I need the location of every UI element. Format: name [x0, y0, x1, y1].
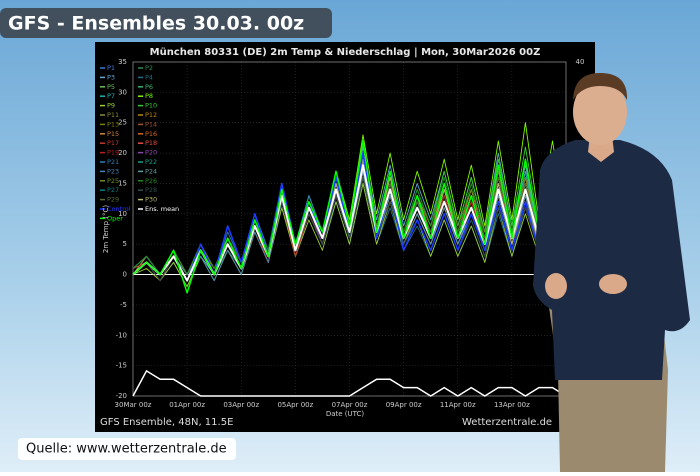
legend-label: P1	[107, 64, 115, 72]
y-tick-label: -20	[116, 392, 127, 400]
legend-label: P19	[107, 149, 119, 157]
legend-label: Control	[107, 205, 131, 213]
footer-right: Wetterzentrale.de	[462, 417, 552, 428]
x-tick-label: 13Apr 00z	[494, 401, 530, 409]
legend-label: Oper	[107, 214, 123, 222]
legend-label: P30	[145, 196, 157, 204]
series-line	[132, 140, 567, 294]
y-tick-label: 15	[118, 179, 127, 187]
legend-label: P28	[145, 186, 157, 194]
x-tick-label: 07Apr 00z	[332, 401, 368, 409]
legend-label: P8	[145, 92, 153, 100]
x-tick-label: 03Apr 00z	[223, 401, 259, 409]
y-tick-label: -10	[116, 331, 127, 339]
legend-label: P22	[145, 158, 157, 166]
legend-label: P9	[107, 102, 115, 110]
y2-tick-label: 40	[576, 58, 585, 66]
legend-label: P5	[107, 83, 115, 91]
legend-label: P12	[145, 111, 157, 119]
plot: -20 -15 -10 -5 0 5 10 15 20 25 30 35 40 30Mar 00z 01Ap…	[100, 58, 584, 409]
banner	[0, 8, 332, 38]
x-tick-label: 30Mar 00z	[115, 401, 152, 409]
y-tick-label: -5	[120, 301, 127, 309]
legend-label: P27	[107, 186, 119, 194]
legend-label: P24	[145, 167, 157, 175]
legend-label: P14	[145, 120, 157, 128]
legend-label: P7	[107, 92, 115, 100]
presenter	[533, 72, 690, 472]
legend-label: P13	[107, 120, 119, 128]
legend-label: P3	[107, 73, 115, 81]
source-box	[18, 438, 236, 460]
x-tick-label: 11Apr 00z	[440, 401, 476, 409]
legend-label: P29	[107, 196, 119, 204]
source: Quelle: www.wetterzentrale.de	[26, 442, 227, 457]
y-tick-label: 5	[123, 240, 127, 248]
legend-label: P21	[107, 158, 119, 166]
x-tick-label: 09Apr 00z	[386, 401, 422, 409]
y-tick-label: 0	[123, 271, 127, 279]
legend-label: P11	[107, 111, 119, 119]
x-tick-label: 01Apr 00z	[169, 401, 205, 409]
legend-label: P10	[145, 102, 157, 110]
legend-label: P17	[107, 139, 119, 147]
legend-label: P20	[145, 149, 157, 157]
y-tick-label: 30	[118, 88, 127, 96]
legend-label: P18	[145, 139, 157, 147]
footer-left: GFS Ensemble, 48N, 11.5E	[100, 417, 233, 428]
legend-label: P16	[145, 130, 157, 138]
precip-line	[132, 369, 567, 397]
x-axis-label: Date (UTC)	[326, 410, 365, 418]
y-tick-label: 10	[118, 210, 127, 218]
legend-label: P2	[145, 64, 153, 72]
y-tick-label: 25	[118, 119, 127, 127]
chart-title: München 80331 (DE) 2m Temp & Niederschla…	[150, 47, 541, 58]
legend-label: P26	[145, 177, 157, 185]
legend-label: P23	[107, 167, 119, 175]
banner-title: GFS - Ensembles 30.03. 00z	[8, 13, 304, 35]
legend-label: P15	[107, 130, 119, 138]
legend-label: Ens. mean	[145, 205, 179, 213]
y-axis-label: 2m Temp (°C)	[102, 205, 110, 253]
legend-label: P4	[145, 73, 153, 81]
y-tick-label: 35	[118, 58, 127, 66]
legend-label: P25	[107, 177, 119, 185]
chart-panel	[95, 42, 595, 432]
x-tick-label: 05Apr 00z	[277, 401, 313, 409]
y-tick-label: 20	[118, 149, 127, 157]
legend-label: P6	[145, 83, 153, 91]
y-tick-label: -15	[116, 362, 127, 370]
